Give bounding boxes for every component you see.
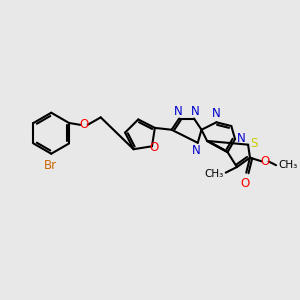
- Text: O: O: [79, 118, 88, 131]
- Text: Br: Br: [44, 159, 57, 172]
- Text: N: N: [174, 105, 183, 118]
- Text: O: O: [260, 155, 269, 168]
- Text: N: N: [237, 132, 246, 145]
- Text: O: O: [241, 177, 250, 190]
- Text: S: S: [250, 137, 257, 150]
- Text: CH₃: CH₃: [205, 169, 224, 178]
- Text: N: N: [212, 107, 221, 120]
- Text: O: O: [149, 141, 158, 154]
- Text: N: N: [190, 105, 199, 118]
- Text: CH₃: CH₃: [278, 160, 297, 170]
- Text: N: N: [191, 144, 200, 157]
